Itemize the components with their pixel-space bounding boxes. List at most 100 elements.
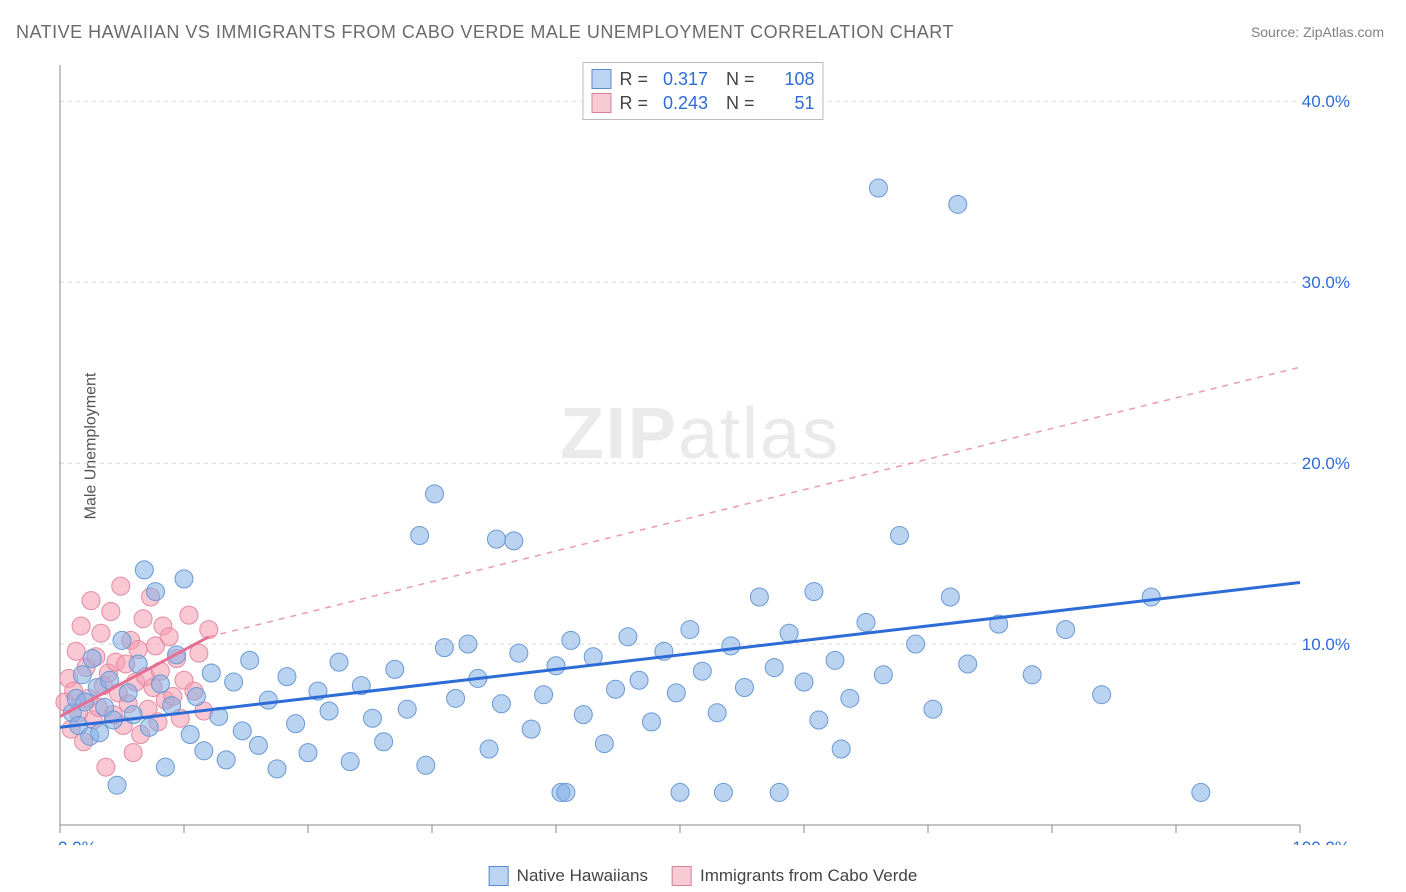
point-blue xyxy=(832,740,850,758)
point-blue xyxy=(459,635,477,653)
point-blue xyxy=(156,758,174,776)
stats-row-blue: R = 0.317 N = 108 xyxy=(591,67,814,91)
chart-title: NATIVE HAWAIIAN VS IMMIGRANTS FROM CABO … xyxy=(16,22,954,43)
point-blue xyxy=(151,675,169,693)
point-blue xyxy=(522,720,540,738)
point-blue xyxy=(140,718,158,736)
point-blue xyxy=(795,673,813,691)
n-value-pink: 51 xyxy=(763,91,815,115)
point-blue xyxy=(857,613,875,631)
legend-label-blue: Native Hawaiians xyxy=(517,866,648,886)
point-blue xyxy=(949,195,967,213)
xtick-label: 0.0% xyxy=(58,838,97,845)
point-blue xyxy=(805,583,823,601)
point-blue xyxy=(708,704,726,722)
point-pink xyxy=(82,592,100,610)
point-blue xyxy=(1192,783,1210,801)
n-label: N = xyxy=(716,91,755,115)
point-blue xyxy=(574,706,592,724)
point-blue xyxy=(1023,666,1041,684)
point-pink xyxy=(102,602,120,620)
r-value-blue: 0.317 xyxy=(656,67,708,91)
legend-label-pink: Immigrants from Cabo Verde xyxy=(700,866,917,886)
swatch-pink-icon xyxy=(591,93,611,113)
n-label: N = xyxy=(716,67,755,91)
point-blue xyxy=(146,583,164,601)
point-blue xyxy=(195,742,213,760)
point-blue xyxy=(386,660,404,678)
point-blue xyxy=(73,666,91,684)
swatch-blue-icon xyxy=(489,866,509,886)
r-label: R = xyxy=(619,91,648,115)
point-blue xyxy=(268,760,286,778)
point-blue xyxy=(735,678,753,696)
point-blue xyxy=(619,628,637,646)
point-blue xyxy=(907,635,925,653)
point-blue xyxy=(447,689,465,707)
point-pink xyxy=(97,758,115,776)
point-blue xyxy=(119,684,137,702)
point-blue xyxy=(425,485,443,503)
point-blue xyxy=(278,668,296,686)
point-blue xyxy=(681,621,699,639)
point-blue xyxy=(320,702,338,720)
point-blue xyxy=(259,691,277,709)
point-blue xyxy=(411,526,429,544)
point-blue xyxy=(417,756,435,774)
n-value-blue: 108 xyxy=(763,67,815,91)
point-blue xyxy=(1093,686,1111,704)
swatch-pink-icon xyxy=(672,866,692,886)
point-blue xyxy=(722,637,740,655)
bottom-legend: Native Hawaiians Immigrants from Cabo Ve… xyxy=(489,866,918,886)
point-pink xyxy=(92,624,110,642)
point-pink xyxy=(112,577,130,595)
xtick-label: 100.0% xyxy=(1292,838,1350,845)
point-blue xyxy=(557,783,575,801)
point-blue xyxy=(375,733,393,751)
point-blue xyxy=(202,664,220,682)
point-blue xyxy=(181,726,199,744)
point-blue xyxy=(480,740,498,758)
swatch-blue-icon xyxy=(591,69,611,89)
point-blue xyxy=(217,751,235,769)
point-blue xyxy=(83,650,101,668)
r-label: R = xyxy=(619,67,648,91)
point-blue xyxy=(91,724,109,742)
point-blue xyxy=(510,644,528,662)
ytick-label: 20.0% xyxy=(1302,454,1350,473)
point-blue xyxy=(924,700,942,718)
point-blue xyxy=(225,673,243,691)
point-blue xyxy=(562,631,580,649)
plot-svg: 10.0% 20.0% 30.0% 40.0% 0.0% 100.0% xyxy=(50,55,1350,845)
point-blue xyxy=(693,662,711,680)
legend-item-pink: Immigrants from Cabo Verde xyxy=(672,866,917,886)
point-blue xyxy=(330,653,348,671)
point-blue xyxy=(607,680,625,698)
point-pink xyxy=(134,610,152,628)
point-blue xyxy=(826,651,844,669)
point-blue xyxy=(341,753,359,771)
point-blue xyxy=(505,532,523,550)
point-blue xyxy=(241,651,259,669)
point-blue xyxy=(765,659,783,677)
point-pink xyxy=(67,642,85,660)
point-blue xyxy=(869,179,887,197)
point-blue xyxy=(642,713,660,731)
point-blue xyxy=(535,686,553,704)
point-blue xyxy=(780,624,798,642)
point-blue xyxy=(1057,621,1075,639)
point-blue xyxy=(398,700,416,718)
point-blue xyxy=(959,655,977,673)
point-blue xyxy=(547,657,565,675)
point-pink xyxy=(124,744,142,762)
point-blue xyxy=(810,711,828,729)
ytick-label: 10.0% xyxy=(1302,635,1350,654)
stats-row-pink: R = 0.243 N = 51 xyxy=(591,91,814,115)
point-blue xyxy=(941,588,959,606)
point-blue xyxy=(187,688,205,706)
point-pink xyxy=(72,617,90,635)
point-blue xyxy=(435,639,453,657)
point-blue xyxy=(135,561,153,579)
ytick-label: 30.0% xyxy=(1302,273,1350,292)
ytick-label: 40.0% xyxy=(1302,92,1350,111)
